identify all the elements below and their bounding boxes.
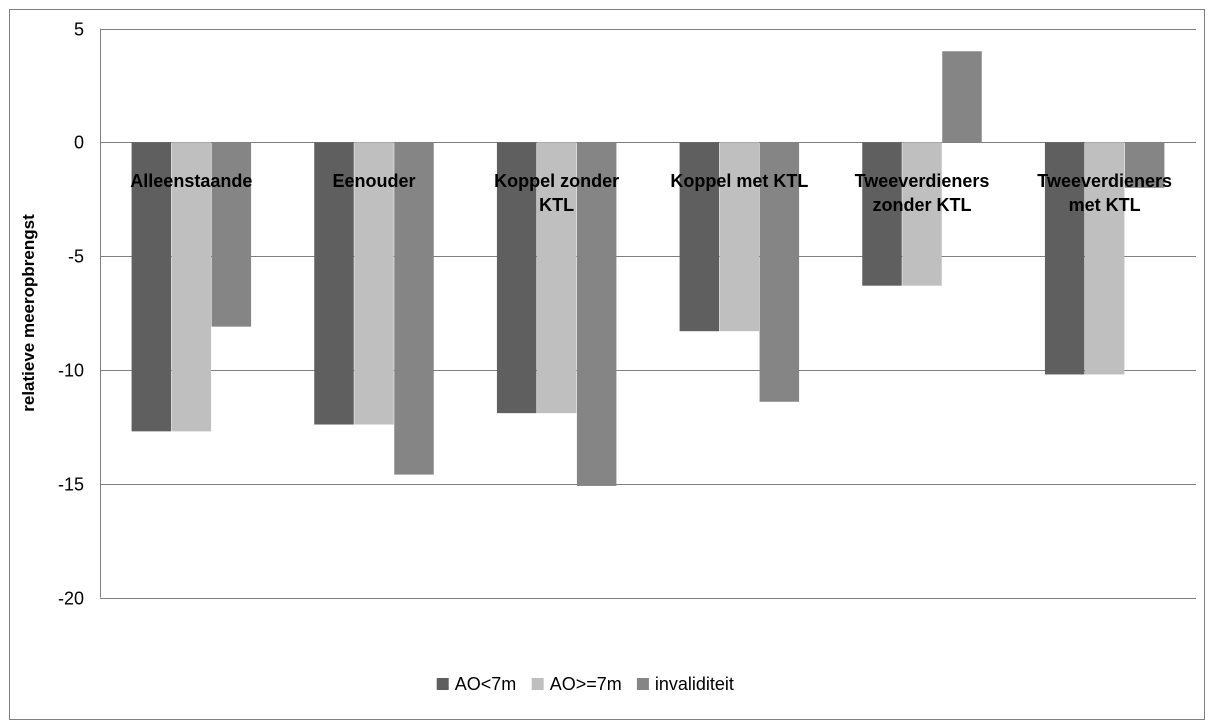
- bar-invaliditeit: [1124, 142, 1165, 188]
- bar-ao-7m: [354, 142, 394, 425]
- y-tick-label: 5: [74, 20, 84, 40]
- legend-label: AO>=7m: [550, 674, 622, 694]
- bar-ao-7m: [719, 142, 760, 332]
- bar-ao-7m: [171, 142, 212, 432]
- category-label-line: Alleenstaande: [130, 171, 252, 191]
- bars: [131, 51, 1165, 486]
- bar-ao-7m: [1084, 142, 1125, 375]
- category-label-line: KTL: [539, 195, 574, 215]
- category-label-line: Koppel met KTL: [670, 171, 808, 191]
- y-tick-label: -10: [58, 361, 84, 381]
- bar-ao-7m: [496, 142, 537, 414]
- category-label-line: Eenouder: [332, 171, 415, 191]
- legend-swatch: [636, 678, 649, 690]
- category-label: Tweeverdieners met KTL: [1037, 171, 1172, 215]
- legend: AO<7m AO>=7m invaliditeit: [436, 674, 734, 694]
- category-label: Tweeverdieners zonder KTL: [855, 171, 990, 215]
- bar-ao-7m: [536, 142, 577, 414]
- y-axis-label: relatieve meeropbrengst: [19, 214, 38, 412]
- bar-ao-7m: [314, 142, 354, 425]
- bar-ao-7m: [1044, 142, 1085, 375]
- bar-ao-7m: [902, 142, 942, 286]
- category-label: Koppel zonder KTL: [494, 171, 619, 215]
- legend-swatch: [531, 678, 544, 690]
- y-tick-label: -15: [58, 475, 84, 495]
- bar-invaliditeit: [942, 51, 982, 143]
- legend-label: AO<7m: [455, 674, 517, 694]
- bar-invaliditeit: [211, 142, 252, 327]
- legend-item: AO>=7m: [531, 674, 622, 694]
- category-label-line: Tweeverdieners: [1037, 171, 1172, 191]
- bar-invaliditeit: [576, 142, 617, 486]
- gridlines: [100, 28, 1196, 599]
- category-labels: Alleenstaande Eenouder Koppel zonder KTLKop…: [130, 171, 1172, 215]
- bar-ao-7m: [862, 142, 902, 286]
- legend-item: AO<7m: [436, 674, 517, 694]
- y-tick-label: -5: [68, 247, 84, 267]
- category-label: Alleenstaande: [130, 171, 252, 191]
- y-tick-label: 0: [74, 133, 84, 153]
- category-label-line: Koppel zonder: [494, 171, 619, 191]
- category-label-line: zonder KTL: [873, 195, 972, 215]
- category-label-line: met KTL: [1069, 195, 1141, 215]
- y-tick-label: -20: [58, 589, 84, 609]
- legend-item: invaliditeit: [636, 674, 734, 694]
- bar-invaliditeit: [394, 142, 434, 475]
- category-label-line: Tweeverdieners: [855, 171, 990, 191]
- legend-swatch: [436, 678, 449, 690]
- category-label: Eenouder: [332, 171, 415, 191]
- bar-ao-7m: [679, 142, 720, 332]
- y-axis-ticks: 5 0 -5 -10 -15 -20: [58, 20, 84, 609]
- bar-ao-7m: [131, 142, 172, 432]
- legend-label: invaliditeit: [655, 674, 734, 694]
- category-label: Koppel met KTL: [670, 171, 808, 191]
- bar-invaliditeit: [759, 142, 800, 402]
